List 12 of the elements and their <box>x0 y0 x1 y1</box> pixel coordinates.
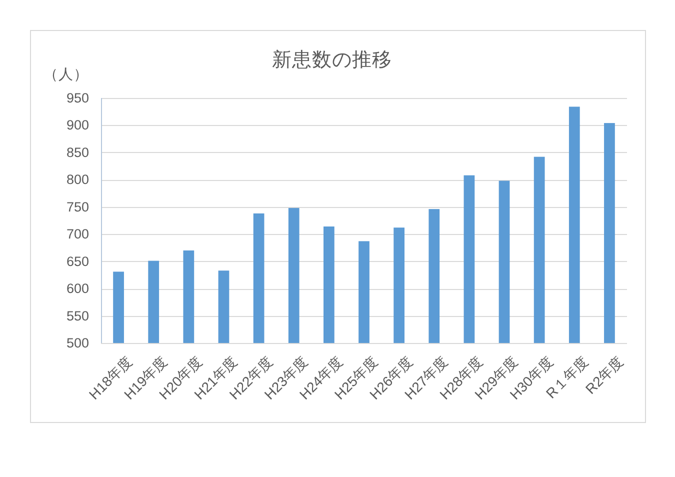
chart-title: 新患数の推移 <box>272 49 392 71</box>
y-tick-label: 600 <box>66 281 89 296</box>
y-axis-title: （人） <box>44 67 88 83</box>
y-tick-label: 750 <box>66 199 89 214</box>
y-tick-label: 900 <box>66 118 89 133</box>
y-tick-label: 850 <box>66 144 89 160</box>
y-tick-label: 800 <box>66 172 89 188</box>
y-tick-label: 550 <box>66 308 89 324</box>
y-tick-label: 950 <box>66 90 89 106</box>
y-tick-label: 700 <box>66 226 89 242</box>
y-tick-label: 500 <box>66 336 89 350</box>
y-tick-label: 650 <box>66 254 89 269</box>
